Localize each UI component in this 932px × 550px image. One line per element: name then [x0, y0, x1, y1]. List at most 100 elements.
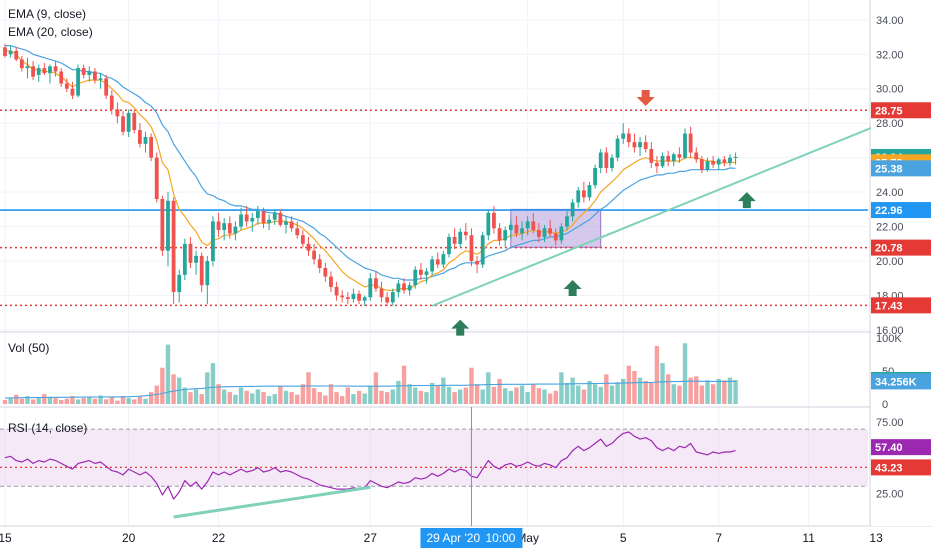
volume-bar [368, 385, 373, 404]
volume-bar [177, 377, 182, 404]
volume-bar [553, 390, 558, 404]
volume-bar [497, 378, 502, 404]
volume-bar [238, 387, 244, 404]
rsi-label: 43.23 [875, 462, 903, 474]
volume-bar [418, 390, 424, 404]
volume-bar [233, 394, 238, 404]
price-axis-tick: 20.00 [876, 256, 904, 268]
volume-bar [289, 392, 294, 404]
volume-bar [598, 386, 603, 404]
volume-bar [165, 344, 171, 404]
volume-bar [413, 387, 418, 404]
volume-bar [671, 384, 676, 404]
candle-body [239, 214, 243, 227]
candle-body [587, 185, 592, 198]
arrow-up-marker [737, 192, 756, 209]
volume-bar [576, 385, 581, 404]
volume-bar [677, 385, 682, 404]
legend-ema20[interactable]: EMA (20, close) [8, 25, 93, 39]
volume-bar [328, 384, 334, 404]
legend-ema9[interactable]: EMA (9, close) [8, 7, 87, 21]
legend-rsi[interactable]: RSI (14, close) [8, 421, 88, 435]
volume-bar [81, 398, 86, 404]
candle-body [334, 286, 339, 296]
candle-body [458, 231, 463, 244]
candle-body [345, 297, 350, 299]
volume-bar [581, 389, 587, 404]
candle-body [666, 155, 671, 162]
candle-body [317, 259, 322, 268]
rsi-label: 57.40 [875, 442, 903, 454]
price-axis-bg [871, 0, 932, 526]
volume-bar [542, 389, 547, 404]
volume-bar [654, 345, 660, 404]
volume-bar [334, 392, 339, 404]
volume-bar [525, 392, 530, 404]
volume-bar [255, 389, 261, 404]
candle-body [323, 267, 328, 277]
candle-body [261, 211, 266, 224]
candle-body [211, 221, 215, 262]
volume-bar [452, 392, 457, 404]
volume-bar [30, 399, 36, 404]
candle-body [418, 269, 423, 275]
candle-body [694, 152, 699, 160]
candle-body [655, 162, 659, 167]
volume-bar [373, 372, 379, 404]
volume-bar [587, 380, 592, 404]
price-trendline [431, 113, 905, 307]
price-label: 20.78 [875, 243, 903, 255]
candle-body [177, 274, 182, 293]
volume-bar [665, 374, 671, 404]
volume-bar [19, 398, 25, 404]
volume-bar [70, 396, 75, 404]
candle-body [548, 228, 553, 234]
volume-bar [390, 389, 395, 404]
volume-bar [570, 377, 575, 404]
time-axis-tick: 13 [869, 531, 883, 545]
time-axis-tick: 7 [715, 531, 722, 545]
rsi-label-bg [871, 439, 931, 456]
candle-body [194, 255, 198, 263]
volume-bar [98, 395, 103, 404]
arrow-up-marker [451, 319, 470, 336]
volume-bar [446, 386, 452, 404]
volume-bar [199, 394, 204, 404]
volume-bar [429, 382, 435, 404]
candle-body [430, 259, 435, 272]
volume-bar [615, 382, 620, 404]
candle-body [413, 269, 418, 286]
volume-bar [592, 384, 598, 404]
volume-bar [716, 378, 721, 404]
candle-body [76, 68, 80, 96]
volume-bar [621, 378, 626, 404]
candle-body [357, 293, 361, 301]
candle-body [289, 221, 294, 229]
volume-bar [519, 385, 525, 404]
candle-body [278, 212, 283, 225]
volume-bar [441, 377, 446, 404]
volume-bar [733, 380, 738, 404]
candle-body [497, 228, 502, 241]
candle-body [677, 154, 682, 158]
volume-bar [160, 367, 165, 404]
candle-body [469, 235, 474, 262]
rsi-axis-tick: 75.00 [876, 417, 904, 429]
legend-volume[interactable]: Vol (50) [8, 341, 50, 355]
candle-body [109, 95, 114, 110]
volume-bar [250, 393, 255, 404]
volume-bar [491, 386, 497, 404]
volume-bar [210, 363, 216, 404]
candle-body [81, 68, 86, 75]
volume-bar [42, 394, 47, 404]
candle-body [121, 116, 125, 132]
volume-bar [132, 399, 137, 404]
candle-body [447, 236, 451, 255]
volume-bar [221, 389, 227, 404]
candle-body [705, 161, 710, 170]
price-axis-tick: 32.00 [876, 49, 904, 61]
candle-body [615, 138, 620, 158]
volume-bar [722, 380, 727, 404]
candle-body [520, 228, 524, 234]
